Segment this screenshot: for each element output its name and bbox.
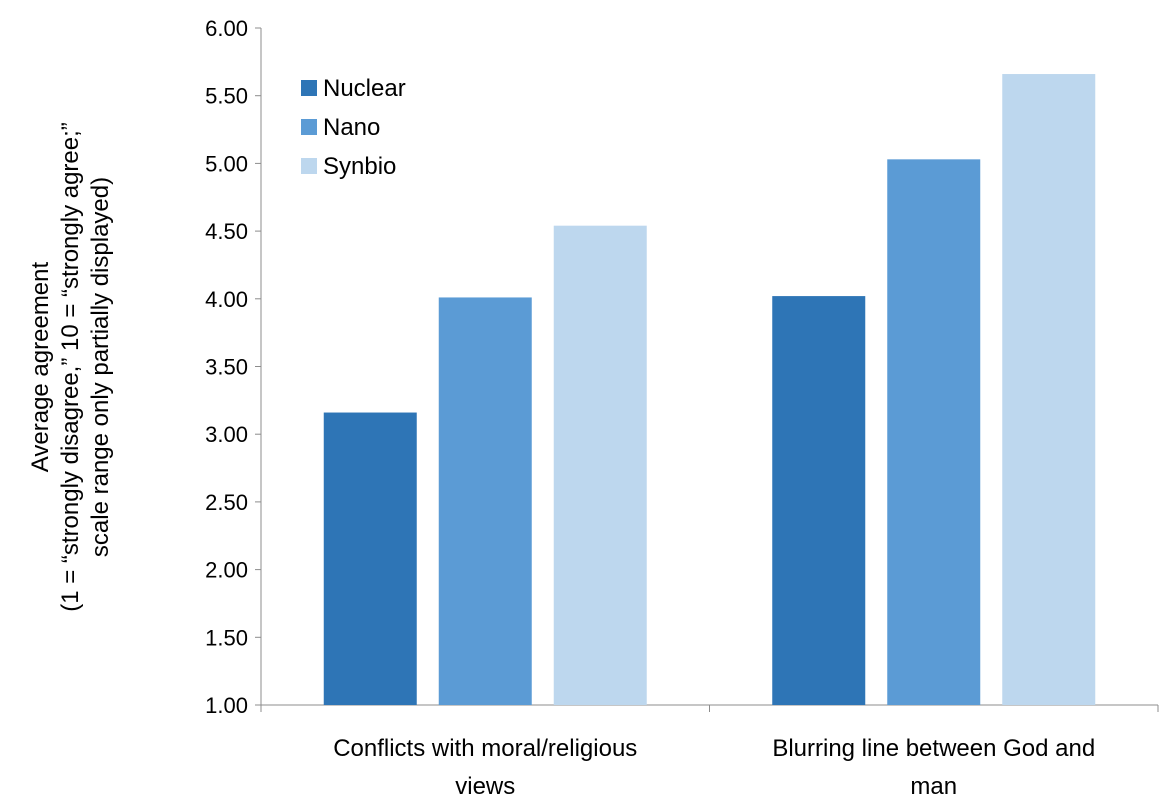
y-tick-label: 1.50 (205, 625, 248, 650)
bar-nano (887, 159, 981, 705)
bar-nano (438, 297, 532, 705)
y-tick-label: 3.50 (205, 355, 248, 380)
y-tick-label: 3.00 (205, 422, 248, 447)
y-axis-title-text: Average agreement (1 = “strongly disagree… (27, 122, 114, 612)
y-tick-label: 2.50 (205, 490, 248, 515)
legend-swatch-nuclear (301, 80, 317, 96)
y-axis-title-line: scale range only partially displayed) (87, 177, 114, 557)
x-category-label: Blurring line between God and man (772, 735, 1095, 800)
bar-nuclear (772, 296, 866, 705)
y-tick-label: 4.00 (205, 287, 248, 312)
y-axis: 1.00 1.50 2.00 2.50 3.00 3.50 4.00 4.50 5.00 5.50… (205, 16, 262, 718)
y-axis-title-line: (1 = “strongly disagree,” 10 = “strongly… (57, 122, 84, 612)
legend-label: Synbio (323, 153, 396, 180)
x-axis: Conflicts with moral/religious views Blurr… (260, 704, 1159, 800)
bar-synbio (553, 225, 647, 705)
y-tick-label: 5.00 (205, 151, 248, 176)
y-tick-label: 5.50 (205, 84, 248, 109)
bar-synbio (1002, 74, 1096, 705)
bar-nuclear (323, 412, 417, 705)
bars (323, 74, 1096, 705)
y-axis-title-line: Average agreement (27, 261, 54, 472)
y-axis-title: Average agreement (1 = “strongly disagree… (27, 122, 114, 612)
y-tick-label: 6.00 (205, 16, 248, 41)
legend-label: Nano (323, 114, 380, 141)
legend-swatch-nano (301, 119, 317, 135)
x-category-label-line: Blurring line between God and (772, 735, 1095, 762)
legend-label: Nuclear (323, 75, 406, 102)
legend: Nuclear Nano Synbio (301, 75, 406, 180)
x-category-label-line: man (910, 773, 957, 800)
y-tick-label: 1.00 (205, 693, 248, 718)
y-tick-label: 2.00 (205, 558, 248, 583)
legend-swatch-synbio (301, 158, 317, 174)
x-category-label: Conflicts with moral/religious views (333, 735, 637, 800)
x-category-label-line: views (455, 773, 515, 800)
x-category-label-line: Conflicts with moral/religious (333, 735, 637, 762)
y-tick-label: 4.50 (205, 219, 248, 244)
